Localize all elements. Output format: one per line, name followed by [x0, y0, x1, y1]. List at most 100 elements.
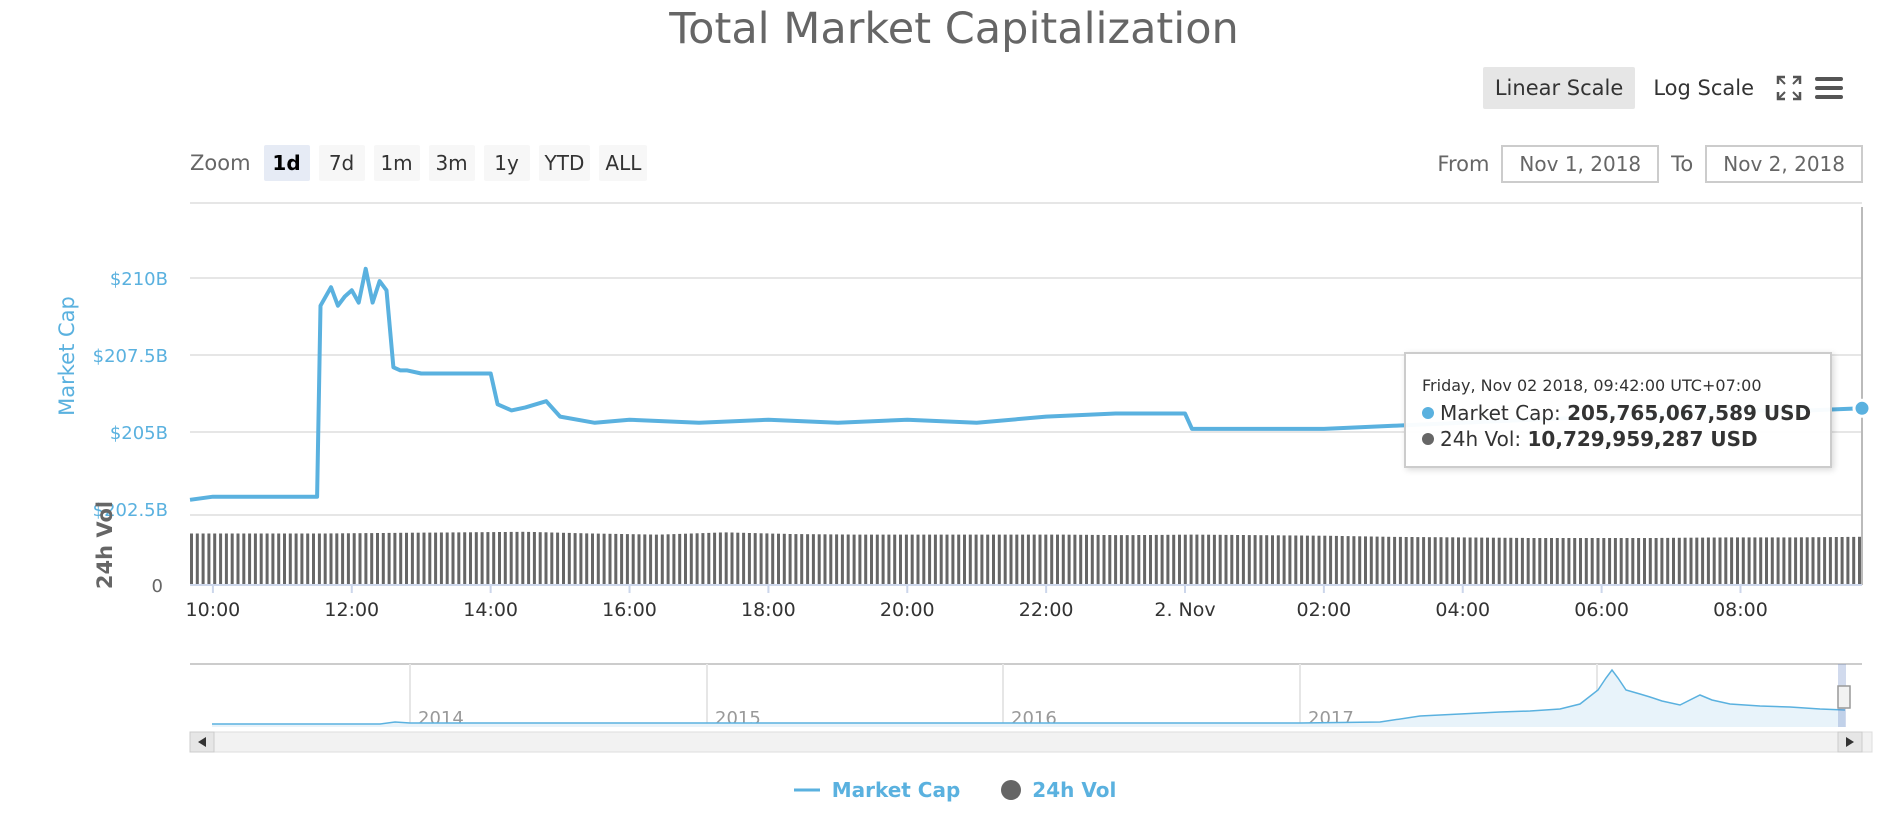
volume-bar	[1526, 538, 1530, 585]
volume-bar	[1584, 538, 1588, 585]
zoom-7d-button[interactable]: 7d	[318, 145, 365, 181]
volume-bar	[1445, 537, 1449, 585]
tooltip-mc-value: 205,765,067,589 USD	[1567, 401, 1812, 425]
legend-item-24h-vol[interactable]: 24h Vol	[1000, 778, 1116, 802]
volume-bar	[1625, 538, 1629, 585]
volume-bar	[277, 533, 281, 585]
volume-bar	[1393, 536, 1397, 585]
volume-bar	[1137, 535, 1141, 585]
volume-bar	[817, 534, 821, 585]
volume-bar	[376, 533, 379, 585]
volume-bar	[945, 534, 949, 585]
volume-bar	[434, 532, 438, 585]
volume-bar	[881, 534, 885, 585]
volume-bar	[701, 533, 705, 585]
volume-bar	[899, 534, 902, 585]
volume-bar	[678, 533, 682, 585]
zoom-1d-button[interactable]: 1d	[263, 145, 310, 181]
volume-bar	[1114, 535, 1118, 585]
volume-bar	[445, 532, 449, 585]
zoom-1m-button[interactable]: 1m	[373, 145, 420, 181]
volume-bar	[620, 534, 624, 585]
volume-dot-icon	[1422, 433, 1434, 445]
legend-item-market-cap[interactable]: Market Cap	[792, 778, 960, 802]
volume-bar	[1317, 535, 1321, 585]
volume-bar	[579, 533, 583, 585]
volume-bar	[352, 533, 356, 585]
legend-line-icon	[793, 788, 820, 792]
volume-bar	[1544, 538, 1548, 585]
log-scale-button[interactable]: Log Scale	[1653, 76, 1754, 100]
from-label: From	[1437, 152, 1490, 176]
volume-bar	[957, 534, 961, 585]
zoom-all-button[interactable]: ALL	[599, 145, 648, 181]
volume-bar	[771, 533, 775, 585]
volume-bar	[457, 532, 461, 585]
volume-bar	[1015, 534, 1019, 585]
volume-bar	[1695, 537, 1699, 585]
volume-bar	[759, 533, 763, 585]
volume-bar	[1532, 538, 1536, 585]
volume-bar	[1073, 534, 1077, 585]
volume-bar	[980, 534, 984, 585]
hamburger-menu-icon[interactable]	[1812, 71, 1846, 105]
volume-bar	[1753, 537, 1757, 585]
volume-bar	[1375, 536, 1379, 585]
volume-bar	[654, 534, 658, 585]
volume-bar	[1654, 538, 1658, 585]
zoom-3m-button[interactable]: 3m	[428, 145, 475, 181]
zoom-1y-button[interactable]: 1y	[483, 145, 530, 181]
from-date-input[interactable]: Nov 1, 2018	[1501, 145, 1660, 183]
y-tick-label: $202.5B	[93, 500, 168, 521]
volume-bar	[271, 533, 275, 585]
volume-bar	[1736, 537, 1739, 585]
volume-bar	[317, 533, 321, 585]
volume-bar	[1212, 534, 1216, 585]
volume-bar	[306, 533, 310, 585]
volume-bar	[1759, 537, 1763, 585]
y-tick-label: $207.5B	[93, 346, 168, 367]
tooltip-vol-label: 24h Vol	[1440, 427, 1515, 451]
zoom-ytd-button[interactable]: YTD	[538, 145, 591, 181]
volume-bar	[1474, 537, 1478, 585]
volume-bar	[922, 534, 926, 585]
volume-bar	[1119, 535, 1123, 585]
volume-bar	[1776, 537, 1780, 585]
scrollbar-track[interactable]	[189, 731, 1873, 753]
x-tick-label: 20:00	[880, 599, 935, 621]
volume-bar	[1160, 534, 1164, 585]
x-tick-label: 18:00	[741, 599, 796, 621]
volume-bar	[1788, 537, 1792, 585]
fullscreen-icon[interactable]	[1772, 71, 1806, 105]
volume-bar	[1183, 534, 1187, 585]
volume-bar	[346, 533, 350, 585]
volume-bar	[887, 534, 891, 585]
volume-bar	[387, 532, 391, 585]
navigator-handle[interactable]	[1837, 685, 1851, 709]
volume-bar	[556, 532, 560, 585]
volume-bar	[207, 533, 211, 585]
volume-bar	[1236, 535, 1240, 585]
volume-bar	[1573, 538, 1577, 585]
volume-bar	[1346, 536, 1350, 585]
linear-scale-button[interactable]: Linear Scale	[1482, 67, 1636, 109]
chart-title: Total Market Capitalization	[669, 4, 1239, 54]
volume-bar	[1369, 536, 1373, 585]
volume-bar	[1067, 534, 1071, 585]
to-date-input[interactable]: Nov 2, 2018	[1705, 145, 1863, 183]
volume-bar	[1259, 535, 1263, 585]
volume-bar	[1497, 537, 1501, 585]
volume-bar	[393, 532, 397, 585]
volume-bar	[1846, 536, 1850, 585]
volume-bar	[1468, 537, 1472, 585]
volume-bar	[806, 534, 810, 585]
volume-bar	[800, 534, 804, 585]
volume-bar	[1108, 535, 1112, 585]
volume-bar	[474, 532, 478, 585]
volume-bar	[933, 534, 937, 585]
volume-bar	[469, 532, 472, 585]
volume-bar	[585, 533, 589, 585]
volume-bar	[1131, 535, 1135, 585]
volume-bar	[765, 533, 769, 585]
